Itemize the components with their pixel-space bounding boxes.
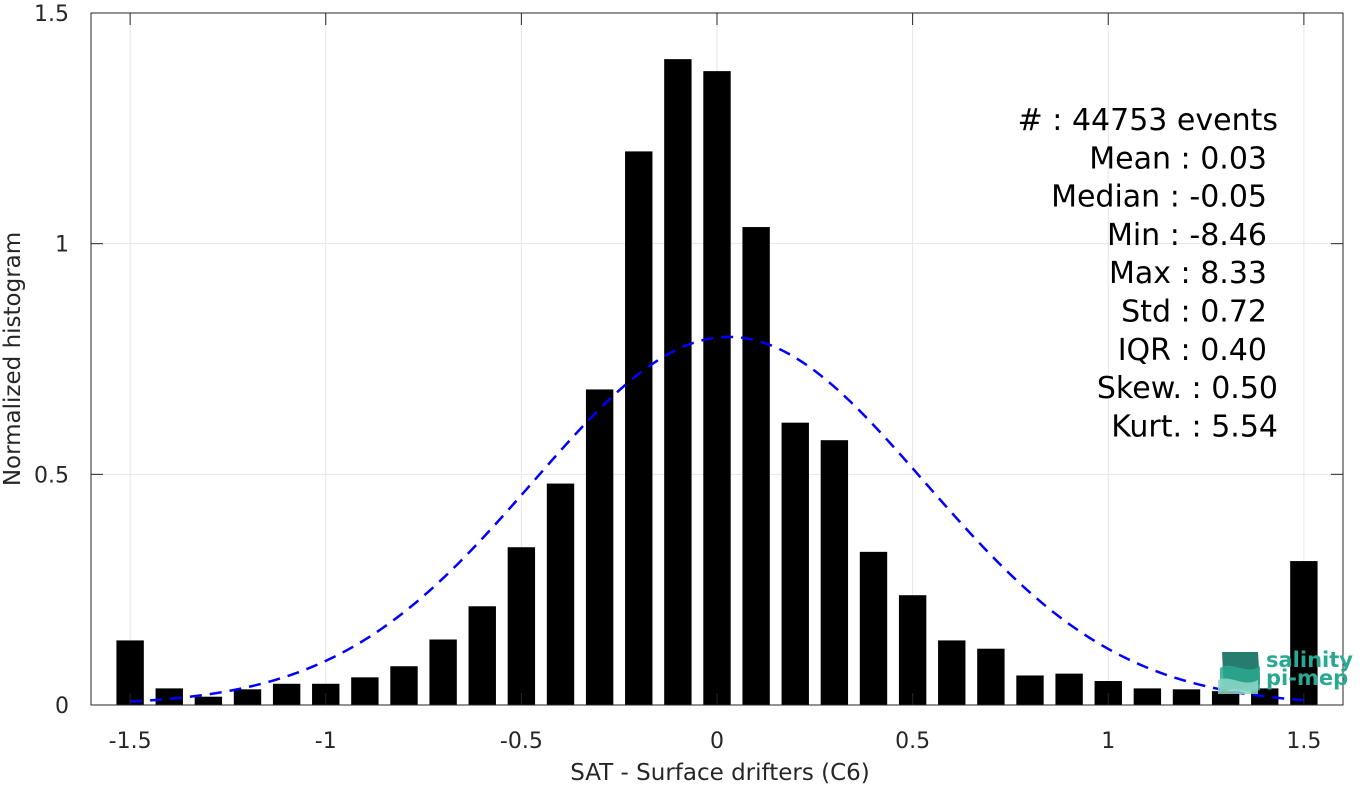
x-tick-label-4: 0.5 [895, 729, 930, 754]
y-tick-label-0: 0 [55, 694, 69, 719]
y-tick-label-1: 0.5 [34, 463, 69, 488]
histogram-bar-17 [781, 422, 809, 705]
histogram-bar-1 [155, 688, 183, 705]
histogram-bar-19 [859, 551, 888, 705]
histogram-bar-12 [585, 389, 614, 705]
histogram-bar-16 [742, 227, 770, 706]
histogram-bar-13 [625, 151, 653, 705]
salinity-pimep-logo: salinity pi-mep [1218, 648, 1353, 694]
x-tick-label-6: 1.5 [1286, 729, 1321, 754]
histogram-bar-30 [1290, 561, 1318, 705]
y-tick-label-3: 1.5 [34, 2, 69, 27]
stat-line-1: Mean : 0.03 [1089, 141, 1267, 176]
gaussian-fit [130, 335, 1304, 703]
stat-line-5: Std : 0.72 [1121, 295, 1267, 330]
histogram-bar-15 [703, 71, 731, 706]
histogram-bar-10 [507, 547, 536, 705]
histogram-bar-4 [272, 683, 301, 705]
logo-wave-icon [1218, 652, 1260, 694]
x-tick-label-1: -1 [315, 729, 337, 754]
stat-line-3: Min : -8.46 [1107, 218, 1267, 253]
histogram-bar-18 [820, 440, 849, 705]
histogram-bar-20 [898, 595, 927, 705]
histogram-bar-23 [1016, 675, 1044, 705]
histogram-bar-28 [1211, 691, 1240, 705]
x-tick-label-5: 1 [1101, 729, 1115, 754]
histogram-bar-27 [1172, 689, 1201, 705]
x-tick-label-0: -1.5 [109, 729, 152, 754]
histogram-bar-7 [390, 666, 418, 705]
stat-line-4: Max : 8.33 [1109, 256, 1267, 291]
gaussian-fit-line [130, 335, 1304, 703]
stat-line-0: # : 44753 events [1018, 103, 1278, 138]
histogram-bar-2 [194, 696, 223, 705]
histogram-bar-11 [546, 483, 575, 705]
histogram-bar-21 [938, 640, 966, 705]
histogram-bar-9 [468, 606, 496, 705]
x-tick-label-3: 0 [710, 729, 724, 754]
histogram-bar-3 [233, 689, 262, 705]
x-axis-title: SAT - Surface drifters (C6) [570, 760, 870, 785]
y-axis-title: Normalized histogram [0, 232, 26, 486]
histogram-bar-6 [351, 677, 379, 705]
tick-labels: -1.5 -1 -0.5 0 0.5 1 1.5 0 0.5 1 1.5 [34, 2, 1321, 754]
histogram-bars [116, 59, 1318, 706]
plot-axes [90, 12, 1344, 706]
y-tick-label-2: 1 [55, 233, 69, 258]
histogram-bar-26 [1133, 688, 1162, 705]
histogram-bar-24 [1055, 673, 1083, 705]
stat-line-2: Median : -0.05 [1051, 180, 1267, 215]
stat-line-6: IQR : 0.40 [1118, 333, 1267, 368]
histogram-bar-14 [664, 59, 692, 705]
histogram-bar-8 [429, 639, 457, 705]
stat-line-7: Skew. : 0.50 [1097, 371, 1278, 406]
histogram-bar-22 [977, 648, 1005, 705]
logo-text-pimep: pi-mep [1266, 666, 1348, 690]
x-tick-label-2: -0.5 [500, 729, 543, 754]
stat-line-8: Kurt. : 5.54 [1111, 409, 1278, 444]
logo-text-salinity: salinity [1266, 648, 1353, 672]
